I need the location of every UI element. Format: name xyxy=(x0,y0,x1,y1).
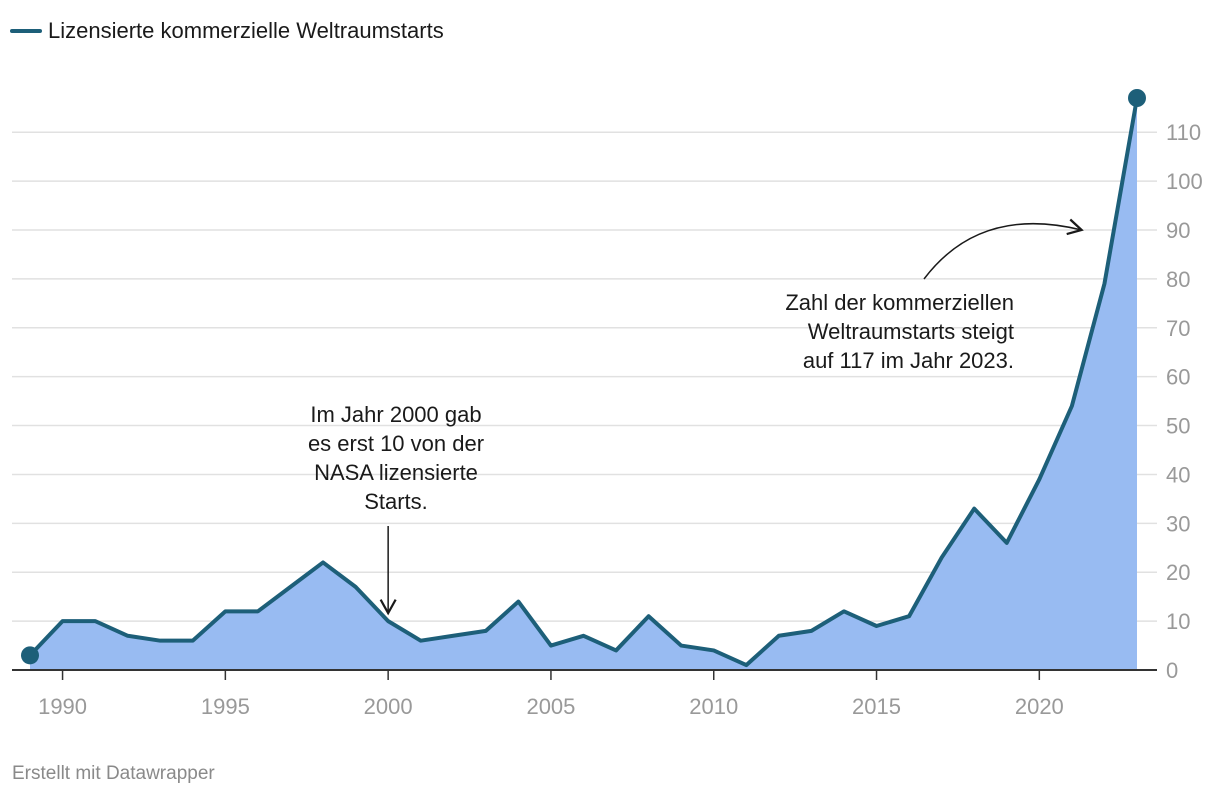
x-tick-label-1995: 1995 xyxy=(201,694,250,719)
footer-credit: Erstellt mit Datawrapper xyxy=(12,763,215,784)
y-tick-label-60: 60 xyxy=(1166,365,1190,390)
x-tick-label-2000: 2000 xyxy=(364,694,413,719)
annotation-2023-line-1: Zahl der kommerziellen xyxy=(785,290,1014,315)
x-tick-label-1990: 1990 xyxy=(38,694,87,719)
y-tick-label-10: 10 xyxy=(1166,609,1190,634)
y-tick-label-30: 30 xyxy=(1166,511,1190,536)
annotation-2000-line-2: es erst 10 von der xyxy=(308,431,484,456)
x-tick-label-2005: 2005 xyxy=(526,694,575,719)
y-tick-label-80: 80 xyxy=(1166,267,1190,292)
series-line xyxy=(28,96,1139,668)
axis-layer: 0 10 20 30 40 50 60 70 80 90 100 110 1990 1995 2000 200… xyxy=(12,120,1203,719)
annotation-2000-line-4: Starts. xyxy=(364,489,428,514)
legend: Lizensierte kommerzielle Weltraumstarts xyxy=(10,18,444,43)
y-tick-label-40: 40 xyxy=(1166,462,1190,487)
y-tick-label-90: 90 xyxy=(1166,218,1190,243)
end-marker xyxy=(1128,89,1146,107)
grid-lines xyxy=(12,131,1157,622)
y-tick-label-0: 0 xyxy=(1166,658,1178,683)
y-tick-label-110: 110 xyxy=(1166,120,1201,145)
x-tick-label-2015: 2015 xyxy=(852,694,901,719)
annotation-2023-line-2: Weltraumstarts steigt xyxy=(808,319,1014,344)
area-fill-layer xyxy=(30,98,1137,670)
y-tick-label-100: 100 xyxy=(1166,169,1203,194)
y-tick-label-20: 20 xyxy=(1166,560,1190,585)
legend-label: Lizensierte kommerzielle Weltraumstarts xyxy=(48,18,444,43)
series-area xyxy=(30,98,1137,670)
annotation-2000-line-3: NASA lizensierte xyxy=(314,460,478,485)
annotations: Im Jahr 2000 gab es erst 10 von der NASA l… xyxy=(308,218,1084,616)
y-tick-label-50: 50 xyxy=(1166,414,1190,439)
annotation-2023-arrow xyxy=(923,218,1084,280)
series-line-layer xyxy=(28,96,1139,668)
endpoint-markers xyxy=(21,89,1146,665)
annotation-2000-line-1: Im Jahr 2000 gab xyxy=(310,402,481,427)
start-marker xyxy=(21,646,39,665)
x-tick-label-2020: 2020 xyxy=(1015,694,1064,719)
x-tick-label-2010: 2010 xyxy=(689,694,738,719)
annotation-2023-line-3: auf 117 im Jahr 2023. xyxy=(803,348,1014,373)
y-tick-label-70: 70 xyxy=(1166,316,1190,341)
